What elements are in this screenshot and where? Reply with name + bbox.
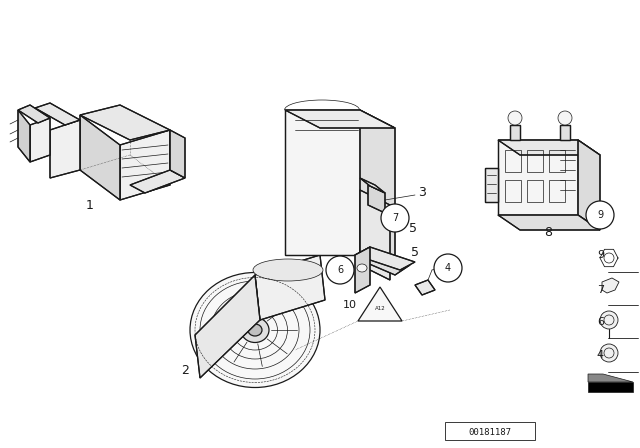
Polygon shape bbox=[360, 250, 410, 275]
Polygon shape bbox=[498, 140, 600, 155]
Polygon shape bbox=[18, 110, 30, 162]
Ellipse shape bbox=[253, 259, 323, 281]
Ellipse shape bbox=[357, 264, 367, 272]
Bar bbox=[445, 422, 535, 440]
Text: 4: 4 bbox=[597, 350, 604, 360]
Text: 8: 8 bbox=[544, 225, 552, 238]
Text: 9: 9 bbox=[597, 250, 604, 260]
Polygon shape bbox=[35, 103, 80, 125]
Text: 6: 6 bbox=[337, 265, 343, 275]
Polygon shape bbox=[360, 110, 395, 273]
Polygon shape bbox=[360, 178, 385, 193]
Polygon shape bbox=[120, 130, 170, 200]
Text: 3: 3 bbox=[418, 185, 426, 198]
Circle shape bbox=[434, 254, 462, 282]
Circle shape bbox=[508, 111, 522, 125]
Polygon shape bbox=[368, 185, 385, 213]
Polygon shape bbox=[80, 115, 120, 200]
Polygon shape bbox=[355, 247, 415, 270]
Text: 7: 7 bbox=[392, 213, 398, 223]
Polygon shape bbox=[130, 170, 185, 193]
Ellipse shape bbox=[248, 324, 262, 336]
Polygon shape bbox=[578, 140, 600, 230]
Text: 1: 1 bbox=[86, 198, 94, 211]
Circle shape bbox=[604, 253, 614, 263]
Polygon shape bbox=[498, 140, 578, 215]
Polygon shape bbox=[358, 287, 402, 321]
Polygon shape bbox=[80, 105, 170, 140]
Text: A12: A12 bbox=[374, 306, 385, 311]
Text: 00181187: 00181187 bbox=[468, 427, 511, 436]
Text: 6: 6 bbox=[597, 317, 604, 327]
Text: 7: 7 bbox=[597, 285, 604, 295]
Polygon shape bbox=[510, 125, 520, 140]
Polygon shape bbox=[560, 125, 570, 140]
Circle shape bbox=[600, 311, 618, 329]
Polygon shape bbox=[170, 130, 185, 178]
Polygon shape bbox=[285, 110, 360, 255]
Text: 5: 5 bbox=[409, 221, 417, 234]
Polygon shape bbox=[50, 120, 80, 178]
Text: 10: 10 bbox=[343, 300, 357, 310]
Polygon shape bbox=[415, 280, 435, 295]
Ellipse shape bbox=[190, 272, 320, 388]
Polygon shape bbox=[18, 105, 50, 123]
Polygon shape bbox=[602, 278, 619, 293]
Polygon shape bbox=[360, 190, 390, 280]
Polygon shape bbox=[195, 275, 260, 378]
Circle shape bbox=[600, 344, 618, 362]
Circle shape bbox=[381, 204, 409, 232]
Polygon shape bbox=[255, 255, 325, 320]
Polygon shape bbox=[498, 215, 600, 230]
Ellipse shape bbox=[241, 318, 269, 343]
Text: 9: 9 bbox=[597, 210, 603, 220]
Text: 5: 5 bbox=[411, 246, 419, 258]
Polygon shape bbox=[485, 168, 498, 202]
Circle shape bbox=[586, 201, 614, 229]
Circle shape bbox=[326, 256, 354, 284]
Polygon shape bbox=[355, 247, 370, 293]
Polygon shape bbox=[285, 110, 395, 128]
Polygon shape bbox=[30, 118, 50, 162]
Polygon shape bbox=[588, 374, 633, 382]
Polygon shape bbox=[588, 382, 633, 392]
Circle shape bbox=[558, 111, 572, 125]
Text: 2: 2 bbox=[181, 363, 189, 376]
Text: 4: 4 bbox=[445, 263, 451, 273]
